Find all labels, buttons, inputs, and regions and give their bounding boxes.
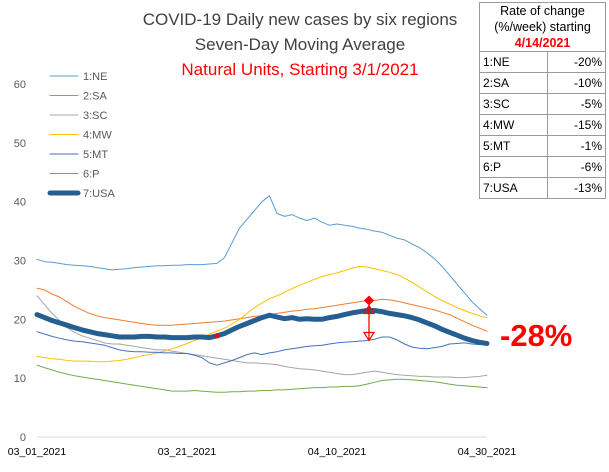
series-line-1-ne (36, 195, 488, 316)
legend-label: 6:P (83, 169, 100, 181)
rate-table-header-line2: (%/week) starting (494, 20, 591, 34)
x-tick-label: 03_21_2021 (158, 446, 217, 458)
rate-table-row: 2:SA -10% (478, 72, 606, 94)
y-tick-label: 50 (14, 138, 26, 150)
legend-label: 4:MW (83, 130, 112, 142)
legend-label: 1:NE (83, 71, 107, 83)
series-line-4-mw (36, 265, 488, 363)
x-tick-label: 04_30_2021 (458, 446, 517, 458)
chart-subtitle: Seven-Day Moving Average (194, 35, 406, 54)
arrow-head-up (362, 304, 376, 315)
y-tick-label: 10 (14, 373, 26, 385)
rate-table-value: -1% (547, 135, 606, 157)
rate-table-region: 7:USA (478, 177, 549, 199)
series-line-2-sa (36, 287, 488, 332)
rate-table-header-line1: Rate of change (500, 4, 585, 18)
y-tick-label: 0 (20, 432, 26, 444)
rate-table-region: 3:SC (478, 93, 549, 115)
series-line-7-usa (34, 308, 490, 346)
series-line-5-mt (36, 331, 488, 366)
chart-title: COVID-19 Daily new cases by six regions (142, 10, 458, 29)
rate-table-header-date: 4/14/2021 (514, 36, 571, 50)
chart-subtitle-units: Natural Units, Starting 3/1/2021 (181, 60, 419, 79)
rate-table-row: 6:P -6% (478, 156, 606, 178)
rate-table-region: 1:NE (478, 51, 549, 73)
legend-label: 7:USA (83, 188, 115, 200)
rate-table-region: 4:MW (478, 114, 549, 136)
rate-of-change-table: Rate of change (%/week) starting 4/14/20… (478, 2, 606, 199)
rate-table-row: 3:SC -5% (478, 93, 606, 115)
rate-table-row: 1:NE -20% (478, 51, 606, 73)
x-tick-label: 03_01_2021 (8, 446, 67, 458)
usa-window-start-marker (214, 332, 220, 339)
rate-table-row: 4:MW -15% (478, 114, 606, 136)
legend-label: 2:SA (83, 91, 108, 103)
rate-table-header: Rate of change (%/week) starting 4/14/20… (479, 2, 606, 52)
rate-table-value: -10% (547, 72, 606, 94)
rate-table-value: -15% (547, 114, 606, 136)
rate-table-row: 5:MT -1% (478, 135, 606, 157)
y-tick-label: 30 (14, 256, 26, 268)
series-line-3-sc (36, 295, 488, 379)
legend-label: 5:MT (83, 149, 108, 161)
rate-table-region: 6:P (478, 156, 549, 178)
rate-table-value: -13% (547, 177, 606, 199)
series-line-6-p (36, 364, 488, 393)
rate-table-region: 5:MT (478, 135, 549, 157)
y-tick-label: 40 (14, 197, 26, 209)
legend-label: 3:SC (83, 110, 108, 122)
rate-table-value: -20% (547, 51, 606, 73)
rate-table-value: -6% (547, 156, 606, 178)
rate-table-row: 7:USA -13% (478, 177, 606, 199)
decline-annotation: -28% (500, 318, 573, 353)
rate-table-value: -5% (547, 93, 606, 115)
x-tick-label: 04_10_2021 (308, 446, 367, 458)
y-tick-label: 20 (14, 314, 26, 326)
arrow-head-down (362, 331, 376, 342)
rate-table-region: 2:SA (478, 72, 549, 94)
peak-marker (364, 295, 374, 306)
y-tick-label: 60 (14, 79, 26, 91)
